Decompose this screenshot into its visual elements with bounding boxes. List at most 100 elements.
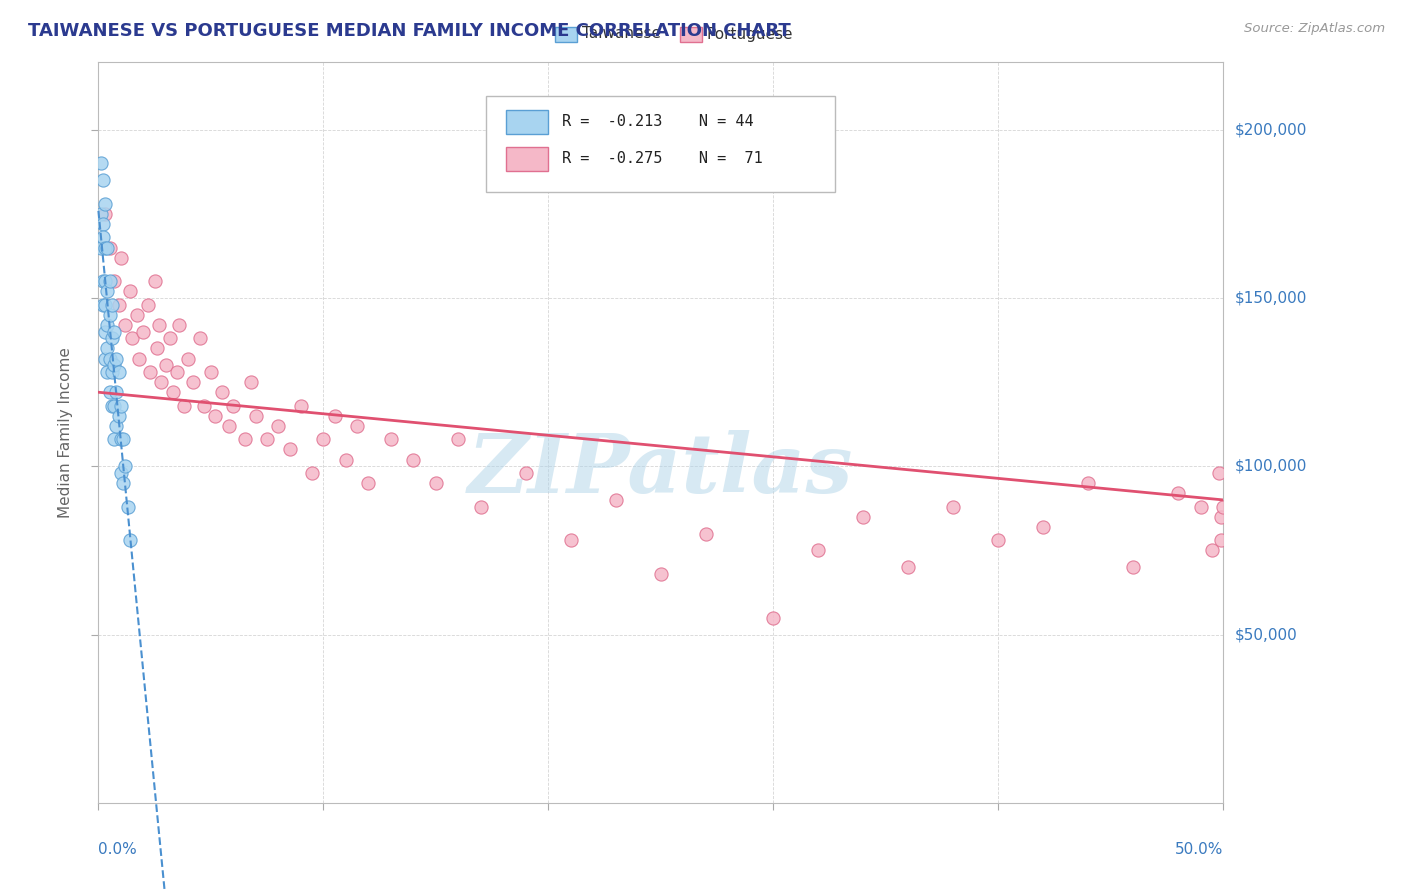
Point	[96, 318, 118, 332]
Point	[101, 399, 124, 413]
Point	[90, 240, 112, 255]
Point	[425, 476, 447, 491]
Point	[162, 385, 184, 400]
Point	[1209, 533, 1232, 548]
Point	[110, 466, 132, 480]
Point	[312, 433, 335, 447]
Point	[94, 298, 117, 312]
Point	[139, 365, 162, 379]
Point	[150, 375, 173, 389]
Point	[233, 433, 256, 447]
Point	[256, 433, 278, 447]
Point	[103, 433, 125, 447]
Point	[143, 274, 166, 288]
Text: $100,000: $100,000	[1234, 458, 1306, 474]
Point	[98, 274, 121, 288]
Point	[1189, 500, 1212, 514]
Point	[114, 318, 136, 332]
Y-axis label: Median Family Income: Median Family Income	[58, 347, 73, 518]
Point	[650, 566, 672, 581]
Point	[1208, 466, 1230, 480]
Point	[204, 409, 226, 423]
Point	[110, 399, 132, 413]
Point	[105, 418, 128, 433]
Point	[695, 526, 717, 541]
Point	[267, 418, 290, 433]
Point	[118, 533, 141, 548]
Point	[148, 318, 170, 332]
Point	[105, 351, 128, 366]
Point	[357, 476, 380, 491]
Point	[402, 452, 425, 467]
Point	[245, 409, 267, 423]
Point	[110, 251, 132, 265]
Point	[159, 331, 181, 345]
Point	[200, 365, 222, 379]
Point	[96, 285, 118, 299]
Text: $200,000: $200,000	[1234, 122, 1306, 137]
Text: $50,000: $50,000	[1234, 627, 1298, 642]
Bar	[681, 27, 702, 42]
Point	[132, 325, 155, 339]
Text: ZIPatlas: ZIPatlas	[468, 430, 853, 509]
Point	[222, 399, 245, 413]
Point	[94, 325, 117, 339]
Point	[515, 466, 537, 480]
Point	[346, 418, 368, 433]
Point	[762, 610, 785, 624]
Point	[240, 375, 263, 389]
Point	[103, 399, 125, 413]
Point	[987, 533, 1010, 548]
Point	[98, 351, 121, 366]
Point	[121, 331, 143, 345]
Bar	[506, 110, 548, 134]
Point	[91, 217, 114, 231]
Point	[90, 207, 112, 221]
Text: Source: ZipAtlas.com: Source: ZipAtlas.com	[1244, 22, 1385, 36]
Point	[177, 351, 200, 366]
Point	[181, 375, 204, 389]
Point	[98, 385, 121, 400]
Point	[91, 298, 114, 312]
Point	[94, 274, 117, 288]
Point	[1212, 500, 1234, 514]
Point	[169, 318, 191, 332]
Text: $150,000: $150,000	[1234, 291, 1306, 305]
Point	[125, 308, 148, 322]
Point	[101, 331, 124, 345]
Point	[101, 298, 124, 312]
Point	[107, 298, 129, 312]
Point	[1167, 486, 1189, 500]
Point	[94, 196, 117, 211]
Point	[1201, 543, 1223, 558]
Point	[94, 207, 117, 221]
Bar	[555, 27, 576, 42]
Point	[173, 399, 195, 413]
Point	[107, 409, 129, 423]
Point	[942, 500, 965, 514]
Point	[118, 285, 141, 299]
Point	[105, 385, 128, 400]
Point	[91, 230, 114, 244]
Point	[335, 452, 357, 467]
Point	[470, 500, 492, 514]
Text: TAIWANESE VS PORTUGUESE MEDIAN FAMILY INCOME CORRELATION CHART: TAIWANESE VS PORTUGUESE MEDIAN FAMILY IN…	[28, 22, 790, 40]
Point	[807, 543, 830, 558]
Point	[96, 240, 118, 255]
Point	[605, 492, 627, 507]
Point	[380, 433, 402, 447]
Point	[1032, 520, 1054, 534]
Text: 50.0%: 50.0%	[1175, 842, 1223, 856]
Point	[193, 399, 215, 413]
Point	[94, 240, 117, 255]
Point	[447, 433, 470, 447]
Point	[98, 240, 121, 255]
Text: Portuguese: Portuguese	[707, 27, 793, 42]
Point	[560, 533, 582, 548]
Point	[103, 274, 125, 288]
Point	[211, 385, 233, 400]
Point	[166, 365, 188, 379]
Point	[1077, 476, 1099, 491]
Point	[90, 156, 112, 170]
Point	[301, 466, 323, 480]
